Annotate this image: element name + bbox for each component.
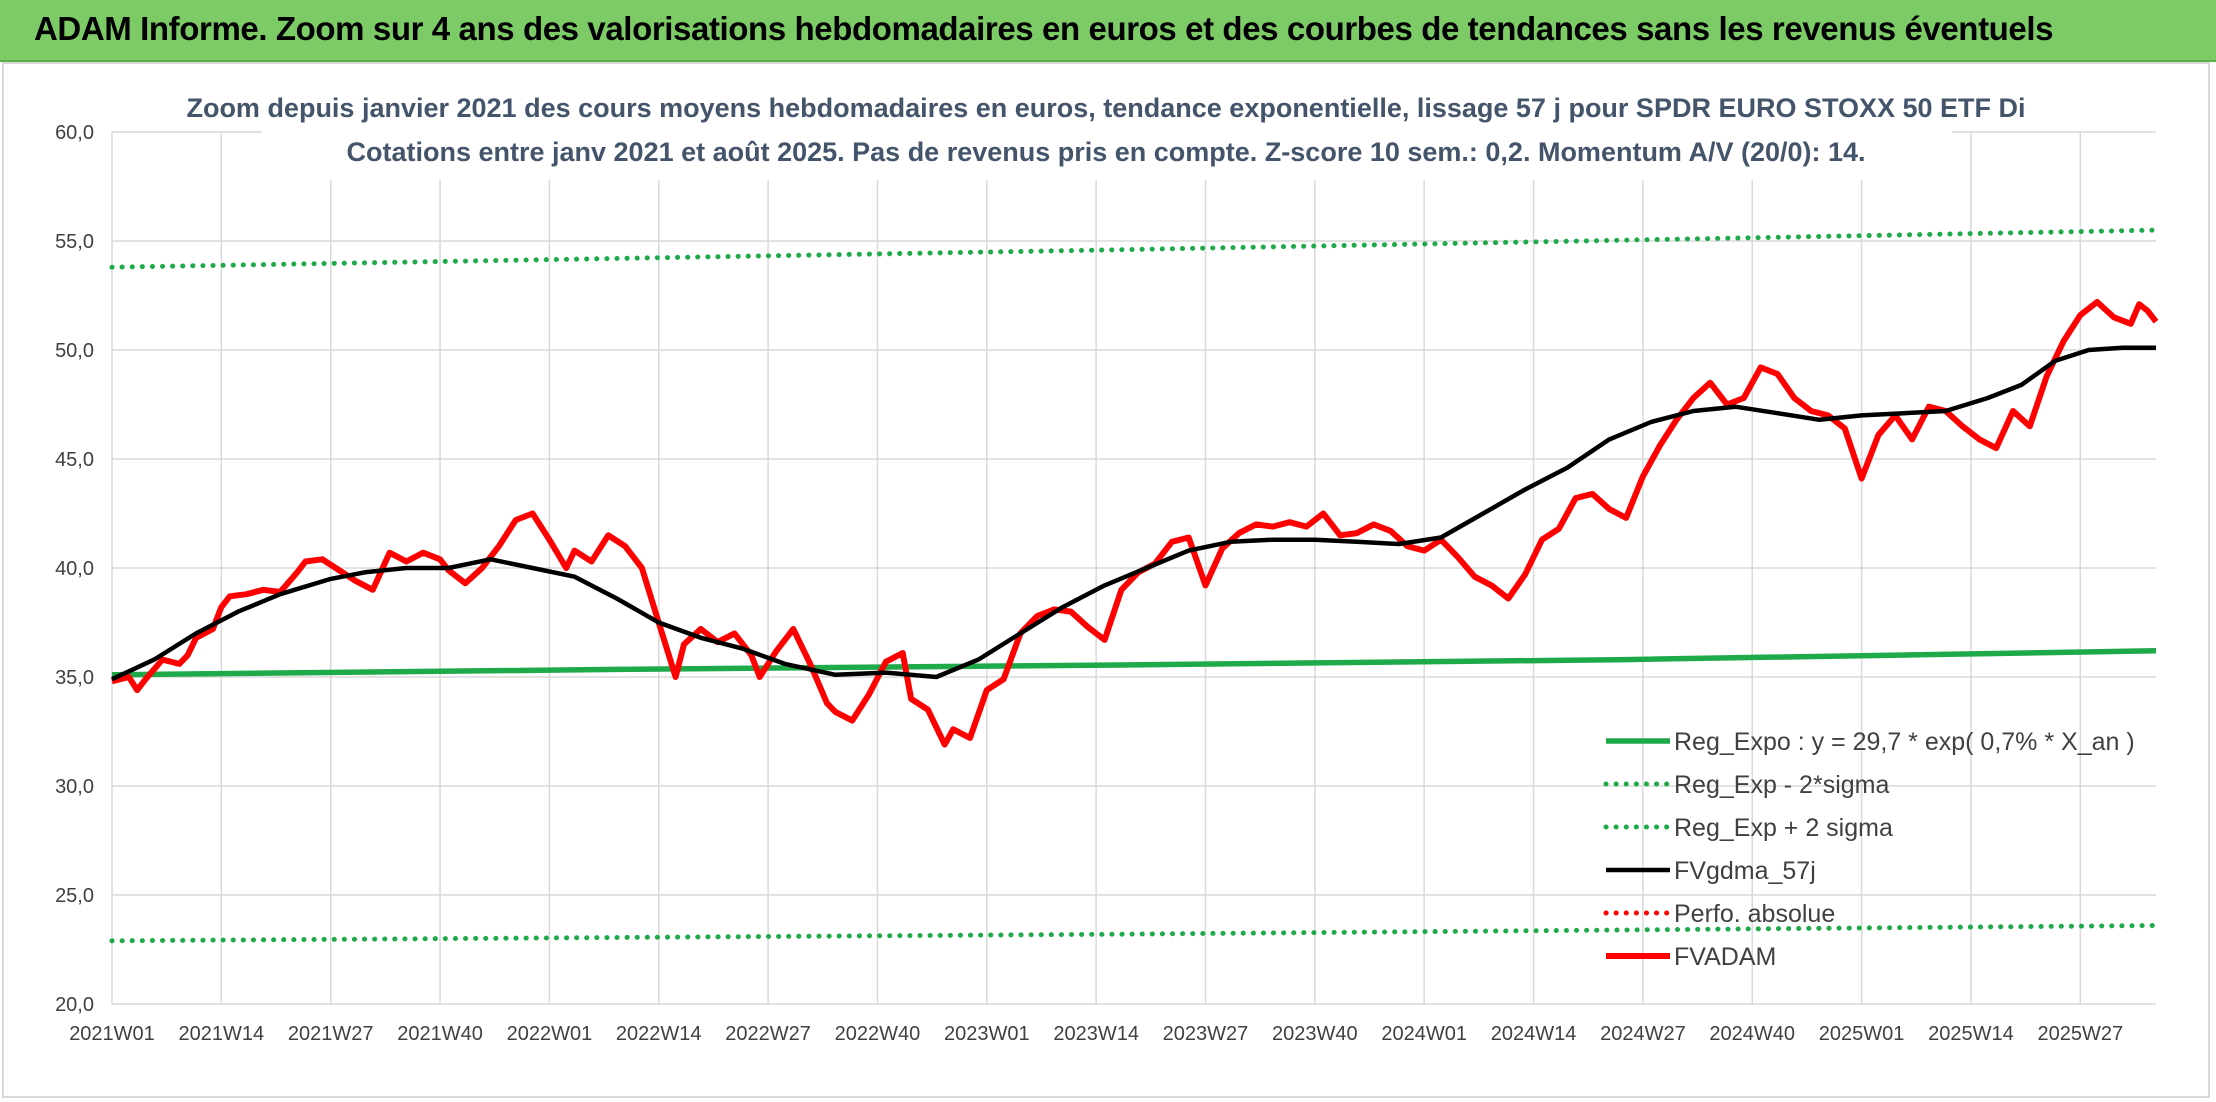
title-background [262, 84, 1952, 180]
title-banner: ADAM Informe. Zoom sur 4 ans des valoris… [0, 0, 2216, 62]
x-tick-label: 2023W40 [1272, 1023, 1358, 1045]
x-tick-label: 2023W27 [1163, 1023, 1249, 1045]
legend-label: Reg_Exp - 2*sigma [1674, 771, 1889, 799]
x-tick-label: 2024W01 [1381, 1023, 1467, 1045]
series-line-1 [109, 923, 2159, 944]
x-tick-label: 2022W27 [725, 1023, 811, 1045]
x-tick-label: 2023W14 [1053, 1023, 1139, 1045]
chart-title-line-2: Cotations entre janv 2021 et août 2025. … [346, 137, 1865, 167]
x-tick-label: 2021W14 [179, 1023, 265, 1045]
legend-label: FVADAM [1674, 943, 1776, 971]
y-tick-label: 35,0 [55, 667, 94, 689]
y-tick-label: 20,0 [55, 994, 94, 1016]
x-tick-label: 2022W14 [616, 1023, 702, 1045]
chart-title-line-1: Zoom depuis janvier 2021 des cours moyen… [186, 93, 2025, 123]
x-tick-label: 2021W01 [69, 1023, 155, 1045]
y-tick-label: 50,0 [55, 340, 94, 362]
x-tick-label: 2023W01 [944, 1023, 1030, 1045]
series-line-2 [109, 227, 2159, 270]
y-tick-label: 60,0 [55, 122, 94, 144]
series-layer [109, 227, 2159, 944]
series-line-0 [111, 648, 2157, 678]
x-tick-label: 2025W14 [1928, 1023, 2014, 1045]
banner-title: ADAM Informe. Zoom sur 4 ans des valoris… [34, 10, 2054, 47]
y-tick-label: 55,0 [55, 231, 94, 253]
y-tick-label: 30,0 [55, 776, 94, 798]
series-line-3 [111, 345, 2156, 682]
y-tick-label: 40,0 [55, 558, 94, 580]
x-tick-label: 2024W14 [1491, 1023, 1577, 1045]
x-tick-label: 2022W01 [507, 1023, 593, 1045]
x-tick-label: 2024W40 [1709, 1023, 1795, 1045]
legend-label: Reg_Exp + 2 sigma [1674, 814, 1893, 842]
x-tick-label: 2025W27 [2037, 1023, 2123, 1045]
y-tick-label: 25,0 [55, 885, 94, 907]
y-tick-label: 45,0 [55, 449, 94, 471]
legend-label: Perfo. absolue [1674, 900, 1835, 928]
x-tick-label: 2021W27 [288, 1023, 374, 1045]
chart-frame [2, 62, 2210, 1098]
chart-legend: Reg_Expo : y = 29,7 * exp( 0,7% * X_an )… [1603, 728, 2135, 971]
legend-label: FVgdma_57j [1674, 857, 1816, 885]
x-tick-label: 2021W40 [397, 1023, 483, 1045]
legend-label: Reg_Expo : y = 29,7 * exp( 0,7% * X_an ) [1674, 728, 2135, 756]
x-tick-label: 2024W27 [1600, 1023, 1686, 1045]
series-line-5 [111, 299, 2159, 748]
x-tick-label: 2025W01 [1819, 1023, 1905, 1045]
grid-layer [111, 131, 2156, 1005]
axis-labels: 20,0 25,0 30,0 35,0 40,0 45,0 50,0 55,0 60,0 2021… [55, 122, 2123, 1045]
chart-title-block: Zoom depuis janvier 2021 des cours moyen… [186, 84, 2026, 180]
x-tick-label: 2022W40 [835, 1023, 921, 1045]
